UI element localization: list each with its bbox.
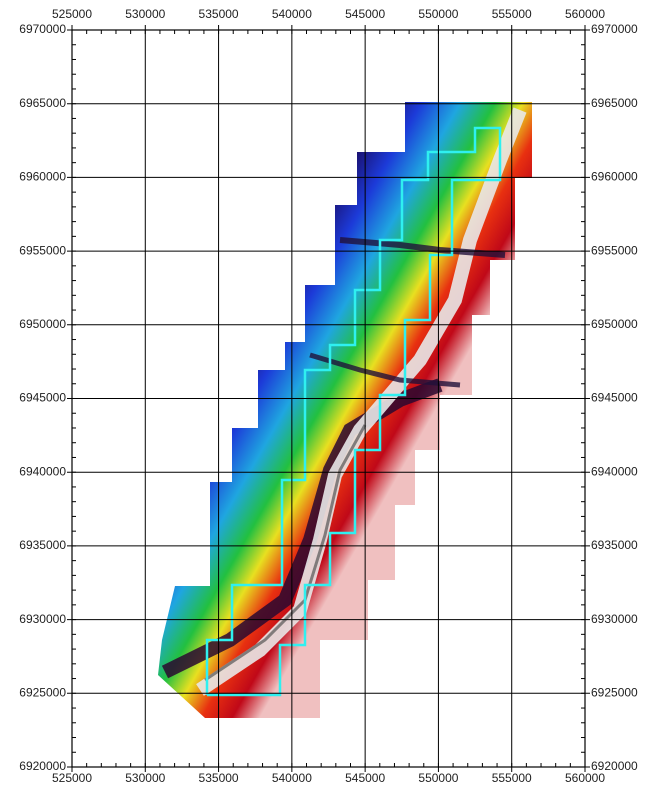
y-tick-label-left: 6925000	[19, 685, 66, 699]
x-tick-label-top: 535000	[199, 7, 239, 21]
y-tick-label-right: 6930000	[591, 612, 638, 626]
y-tick-label-right: 6950000	[591, 317, 638, 331]
x-tick-label-bottom: 545000	[345, 771, 385, 785]
y-tick-label-right: 6920000	[591, 759, 638, 773]
x-tick-label-top: 545000	[345, 7, 385, 21]
y-tick-label-left: 6970000	[19, 22, 66, 36]
x-tick-label-bottom: 560000	[565, 771, 605, 785]
x-tick-label-bottom: 550000	[418, 771, 458, 785]
map: 525000 525000 530000 530000 535000 535000 5400…	[0, 0, 648, 787]
x-tick-label-bottom: 535000	[199, 771, 239, 785]
x-tick-label-top: 525000	[52, 7, 92, 21]
y-tick-label-right: 6945000	[591, 391, 638, 405]
y-tick-label-left: 6935000	[19, 538, 66, 552]
y-tick-label-left: 6920000	[19, 759, 66, 773]
x-tick-label-top: 550000	[418, 7, 458, 21]
y-tick-label-right: 6925000	[591, 685, 638, 699]
y-tick-label-right: 6935000	[591, 538, 638, 552]
x-tick-label-top: 540000	[272, 7, 312, 21]
x-tick-label-bottom: 555000	[492, 771, 532, 785]
y-tick-label-left: 6940000	[19, 464, 66, 478]
y-tick-label-right: 6970000	[591, 22, 638, 36]
y-tick-label-right: 6965000	[591, 96, 638, 110]
survey-image	[158, 102, 532, 718]
y-tick-label-left: 6955000	[19, 243, 66, 257]
y-tick-label-left: 6960000	[19, 170, 66, 184]
y-tick-label-left: 6930000	[19, 612, 66, 626]
x-tick-label-top: 560000	[565, 7, 605, 21]
x-tick-label-bottom: 530000	[125, 771, 165, 785]
x-tick-label-top: 530000	[125, 7, 165, 21]
y-tick-label-left: 6945000	[19, 391, 66, 405]
x-tick-label-top: 555000	[492, 7, 532, 21]
y-tick-label-left: 6950000	[19, 317, 66, 331]
y-tick-label-left: 6965000	[19, 96, 66, 110]
x-tick-label-bottom: 540000	[272, 771, 312, 785]
y-tick-label-right: 6955000	[591, 243, 638, 257]
y-tick-label-right: 6960000	[591, 170, 638, 184]
x-tick-label-bottom: 525000	[52, 771, 92, 785]
y-tick-label-right: 6940000	[591, 464, 638, 478]
